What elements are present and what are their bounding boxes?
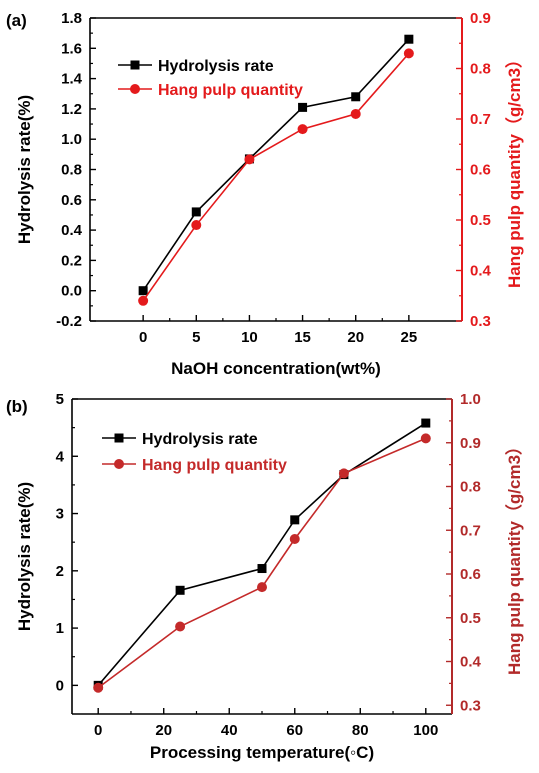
panel-a-y2-axis-title: Hang pulp quantity（g/cm3） <box>504 51 524 288</box>
panel-b-y-tick-label: 1 <box>56 620 64 637</box>
panel-b-series-hydrolysis-rate-line <box>97 422 427 686</box>
panel-b-y-tick-label: 5 <box>56 391 64 408</box>
panel-a-x-tick-label: 10 <box>241 329 258 346</box>
panel-b-y2-axis-title: Hang pulp quantity（g/cm3） <box>504 438 524 675</box>
panel-b-legend-marker-square <box>114 433 124 443</box>
panel-a-x-tick-label: 25 <box>401 329 418 346</box>
panel-a-y-tick-label: 1.8 <box>61 10 82 27</box>
panel-a-y2-tick-label: 0.9 <box>470 10 491 27</box>
panel-a-hydrolysis-rate-point <box>138 286 148 296</box>
panel-b-y2-tick-label: 1.0 <box>460 391 481 408</box>
panel-a-legend-marker-circle <box>130 84 140 94</box>
panel-a-x-tick-label: 20 <box>347 329 364 346</box>
panel-a-y-tick-label: 1.0 <box>61 131 82 148</box>
panel-a-y-tick-label: 0.4 <box>61 222 83 239</box>
panel-b-y-tick-label: 3 <box>56 506 64 523</box>
panel-a-y-axis-title: Hydrolysis rate(%) <box>15 95 34 244</box>
panel-b-legend-label: Hydrolysis rate <box>142 431 258 448</box>
panel-b-hang-pulp-quantity-point <box>93 682 104 693</box>
panel-a-hydrolysis-rate-point <box>404 34 414 44</box>
panel-b-x-tick-label: 0 <box>94 722 102 739</box>
panel-a-y2-tick-label: 0.6 <box>470 162 491 179</box>
panel-a-hang-pulp-quantity-point <box>191 220 202 231</box>
panel-b-hang-pulp-quantity-point <box>257 582 267 593</box>
panel-a-y-tick-label: 1.2 <box>61 101 82 118</box>
panel-b-y2-tick-label: 0.4 <box>460 654 482 671</box>
panel-b-hydrolysis-rate-point <box>257 564 267 574</box>
panel-a-y2-tick-label: 0.8 <box>470 61 491 78</box>
panel-b-y2-tick-label: 0.6 <box>460 566 481 583</box>
panel-b-hang-pulp-quantity-point <box>420 433 431 444</box>
panel-b-hang-pulp-quantity-point <box>289 534 300 544</box>
panel-b-y-tick-label: 4 <box>56 448 65 465</box>
panel-a-y-tick-label: 0.2 <box>61 252 82 269</box>
panel-b-y2-tick-label: 0.8 <box>460 479 481 496</box>
panel-b-y-tick-label: 0 <box>56 677 64 694</box>
panel-a-legend-marker-square <box>130 60 140 70</box>
panel-a-x-axis-title: NaOH concentration(wt%) <box>171 359 381 378</box>
panel-a-y-tick-label: 0.8 <box>61 162 82 179</box>
panel-a-legend-label: Hydrolysis rate <box>158 58 274 75</box>
panel-a-hydrolysis-rate-point <box>298 102 308 112</box>
panel-a-y-tick-label: 0.0 <box>61 283 82 300</box>
panel-a-y2-tick-label: 0.3 <box>470 313 491 330</box>
panel-b-label: (b) <box>6 397 28 416</box>
panel-a-hang-pulp-quantity-point <box>297 124 308 135</box>
panel-b-hydrolysis-rate-point <box>175 585 185 595</box>
panel-a-x-tick-label: 5 <box>192 329 200 346</box>
panel-a-x-tick-label: 15 <box>294 329 311 346</box>
panel-a-legend-label: Hang pulp quantity <box>158 82 303 99</box>
panel-b-x-tick-label: 40 <box>221 722 238 739</box>
panel-b-x-axis-title: Processing temperature(◦C) <box>150 743 374 762</box>
panel-b-y-axis-title: Hydrolysis rate(%) <box>15 482 34 631</box>
panel-b-hang-pulp-quantity-point <box>338 468 349 479</box>
panel-a-y-tick-label: -0.2 <box>56 313 82 330</box>
panel-b-legend-label: Hang pulp quantity <box>142 457 287 474</box>
panel-a-y-tick-label: 1.6 <box>61 40 82 57</box>
panel-b-hydrolysis-rate-point <box>421 418 431 428</box>
panel-b-y2-tick-label: 0.9 <box>460 435 481 452</box>
panel-b-y2-tick-label: 0.3 <box>460 697 481 714</box>
panel-a-series-hydrolysis-rate-line <box>142 38 410 292</box>
panel-a-y-tick-label: 1.4 <box>61 71 83 88</box>
panel-b-y2-tick-label: 0.5 <box>460 610 481 627</box>
panel-a-hang-pulp-quantity-point <box>138 295 149 306</box>
panel-a-hang-pulp-quantity-point <box>244 154 255 165</box>
panel-a-x-tick-label: 0 <box>139 329 147 346</box>
panel-a-label: (a) <box>6 11 27 30</box>
panel-b-y2-tick-label: 0.7 <box>460 522 481 539</box>
panel-a-y2-tick-label: 0.7 <box>470 111 491 128</box>
panel-b-x-tick-label: 60 <box>286 722 303 739</box>
panel-b-hang-pulp-quantity-point <box>175 621 186 632</box>
panel-b-legend-marker-circle <box>114 459 124 469</box>
panel-b-hydrolysis-rate-point <box>290 515 300 525</box>
panel-b-x-tick-label: 80 <box>352 722 369 739</box>
panel-b-y-tick-label: 2 <box>56 563 64 580</box>
panel-a-hang-pulp-quantity-point <box>350 108 361 119</box>
panel-a-y-tick-label: 0.6 <box>61 192 82 209</box>
panel-a-hydrolysis-rate-point <box>191 207 201 217</box>
panel-b-series-hang-pulp-quantity-line <box>97 437 427 689</box>
panel-a-series-hang-pulp-quantity-line <box>142 52 410 302</box>
panel-a-hydrolysis-rate-point <box>351 92 361 102</box>
panel-a-y2-tick-label: 0.5 <box>470 212 491 229</box>
panel-b-x-tick-label: 20 <box>155 722 172 739</box>
panel-b-x-tick-label: 100 <box>413 722 438 739</box>
panel-a-y2-tick-label: 0.4 <box>470 263 492 280</box>
panel-a-hang-pulp-quantity-point <box>403 48 414 59</box>
